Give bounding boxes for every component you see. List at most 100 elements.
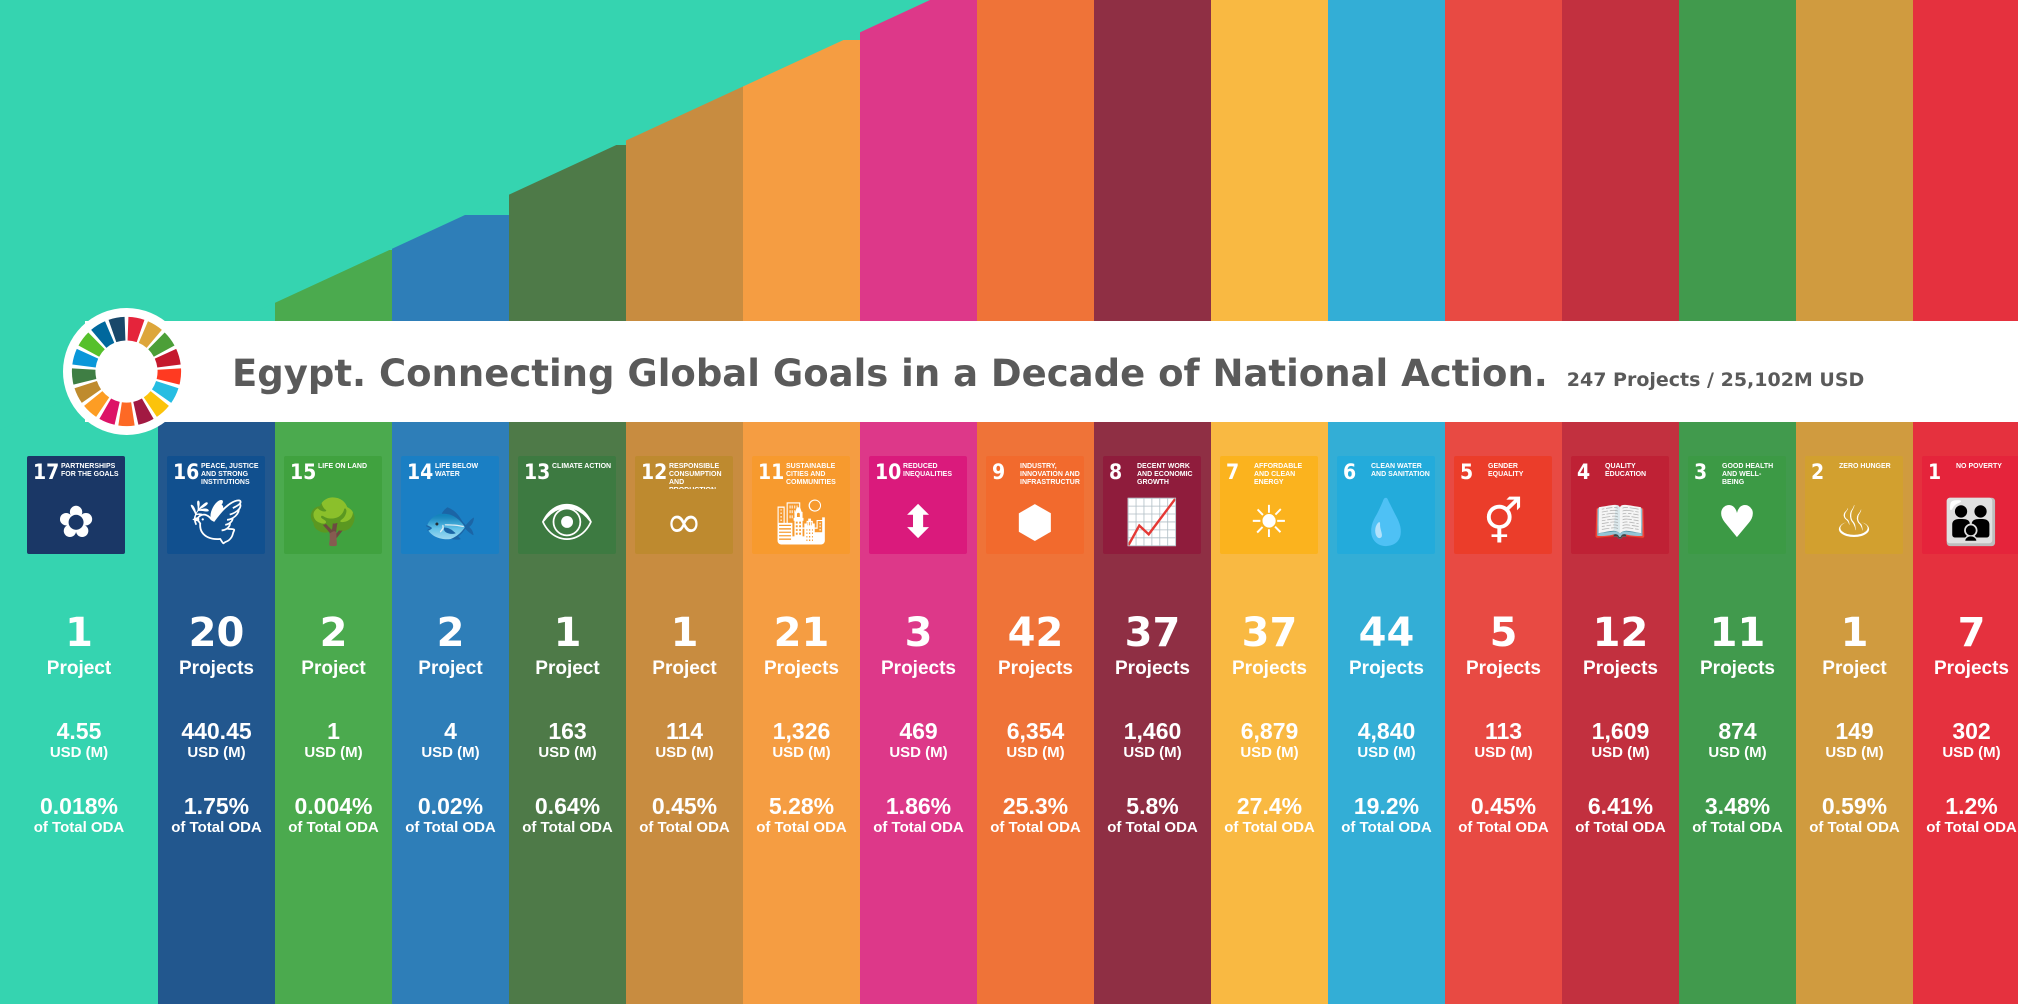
goal-column-10: 10 Reduced inequalities ⬍ 3 Projects 469 USD (… [860,0,977,1004]
oda-share-label: of Total ODA [405,819,496,836]
usd-amount: 6,879 [1240,718,1299,744]
goal-icon-tile: 12Responsible consumption and production… [635,456,733,554]
goal-number: 8 [1109,460,1123,484]
goal-column-7: 7 Affordable and clean energy ☀ 37 Projects 6… [1211,0,1328,1004]
goal-number: 9 [992,460,1006,484]
title-text: Egypt. Connecting Global Goals in a Deca… [232,352,1548,395]
goal-number: 10 [875,460,902,484]
goal-name: Life below water [435,463,479,478]
goal-icon-tile: 3 Good health and well-being ♥ [1688,456,1786,554]
project-count-label: Projects [1115,658,1190,679]
goal-column-11: 11 Sustainable cities and communities 🏙 21 P… [743,40,860,1004]
sun-icon: ☀ [1249,497,1289,548]
goal-number: 14 [407,460,434,484]
usd-amount: 6,354 [1006,718,1065,744]
goal-name: Sustainable cities and communities [786,463,836,486]
wheel-segment [148,332,175,357]
oda-share-label: of Total ODA [522,819,613,836]
goal-icon-tile: 5 Gender equality ⚥ [1454,456,1552,554]
project-count-label: Projects [1700,658,1775,679]
wheel-segment [74,381,102,403]
project-count: 44 [1358,610,1415,656]
oda-share: 0.45% [1470,793,1537,819]
goal-icon-tile: 4 Quality education 📖 [1571,456,1669,554]
usd-amount: 4 [444,718,457,744]
project-count: 1 [670,610,699,656]
oda-share-label: of Total ODA [1458,819,1549,836]
oda-share-label: of Total ODA [1575,819,1666,836]
dove-gavel-icon: 🕊 [188,497,244,548]
page-title: Egypt. Connecting Global Goals in a Deca… [232,350,1864,404]
goal-icon-tile: 7 Affordable and clean energy ☀ [1220,456,1318,554]
usd-label: USD (M) [421,744,480,761]
goal-number: 13 [524,460,551,484]
usd-amount: 163 [548,718,587,744]
project-count: 42 [1007,610,1064,656]
project-count-label: Project [1822,658,1887,679]
goal-name: Decent work and economic growth [1137,463,1193,486]
goal-number: 1 [1928,460,1942,484]
usd-label: USD (M) [1006,744,1065,761]
oda-share-label: of Total ODA [1809,819,1900,836]
goal-column-13: 13 Climate action 👁 1 Project 163 USD (M) 0.64%… [509,145,626,1004]
goal-name: Partnerships for the goals [61,463,119,478]
oda-share: 0.45% [651,793,718,819]
project-count: 37 [1124,610,1181,656]
goal-name: Responsible consumption and production [669,463,722,489]
goal-number: 12 [641,460,668,484]
usd-label: USD (M) [49,744,109,761]
goal-icon-tile: 6 Clean water and sanitation 💧 [1337,456,1435,554]
goal-name: Peace, justice and strong institutions [201,463,259,486]
flower-rings-icon: ✿ [57,497,95,548]
project-count-label: Project [301,658,366,679]
book-pencil-icon: 📖 [1592,497,1648,548]
usd-label: USD (M) [538,744,597,761]
oda-share: 6.41% [1587,793,1654,819]
usd-amount: 1,460 [1123,718,1182,744]
project-count-label: Project [535,658,600,679]
family-icon: 👪 [1943,497,1999,548]
usd-amount: 4,840 [1357,718,1416,744]
wheel-segment [156,368,182,385]
goal-column-5: 5 Gender equality ⚥ 5 Projects 113 USD (M) 0.45… [1445,0,1562,1004]
goal-name: Climate action [552,463,612,470]
project-count: 11 [1709,610,1766,656]
usd-label: USD (M) [187,744,246,761]
goal-icon-tile: 14 Life below water 🐟 [401,456,499,554]
goal-number: 2 [1811,460,1825,484]
project-count: 3 [904,610,933,656]
project-count: 2 [436,610,465,656]
usd-label: USD (M) [1123,744,1182,761]
wheel-segment [78,332,105,357]
usd-label: USD (M) [1240,744,1299,761]
goal-icon-tile: 2 Zero hunger ♨ [1805,456,1903,554]
project-count: 12 [1592,610,1649,656]
project-count: 20 [188,610,245,656]
project-count-label: Projects [881,658,956,679]
usd-amount: 874 [1718,718,1757,744]
goal-number: 5 [1460,460,1474,484]
project-count: 7 [1957,610,1986,656]
project-count: 2 [319,610,348,656]
goal-icon-tile: 8 Decent work and economic growth 📈 [1103,456,1201,554]
goal-number: 11 [758,460,785,484]
usd-label: USD (M) [772,744,831,761]
heartbeat-icon: ♥ [1717,497,1757,548]
gender-equality-icon: ⚥ [1483,497,1523,548]
usd-amount: 1,609 [1591,718,1650,744]
goal-column-12: 12Responsible consumption and production… [626,85,743,1004]
infinity-icon: ∞ [665,497,703,548]
oda-share-label: of Total ODA [1926,819,2017,836]
project-count-label: Project [46,658,112,679]
wheel-segment [118,402,135,427]
usd-amount: 469 [899,718,938,744]
project-count: 1 [553,610,582,656]
project-count-label: Projects [764,658,839,679]
goal-number: 4 [1577,460,1591,484]
buildings-icon: 🏙 [773,497,829,548]
usd-label: USD (M) [655,744,714,761]
project-count-label: Projects [1232,658,1307,679]
project-count-label: Projects [1583,658,1658,679]
oda-share: 0.59% [1821,793,1888,819]
